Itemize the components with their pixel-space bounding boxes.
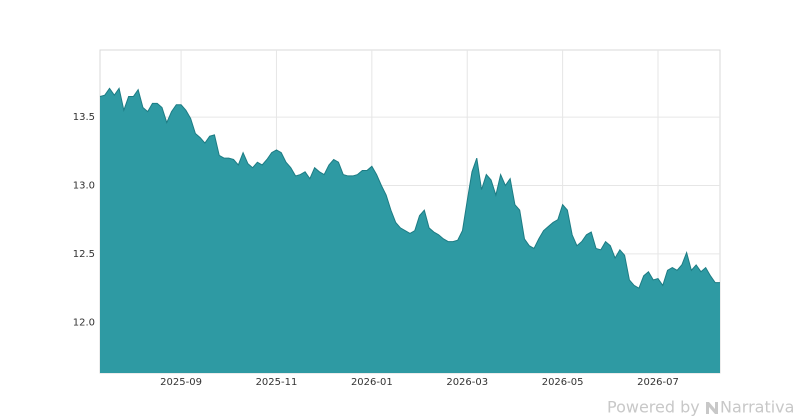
x-tick-label: 2026-05 [542,377,584,388]
y-tick-label: 13.5 [73,112,95,123]
x-tick-label: 2026-01 [351,377,393,388]
labels: 12.0 12.5 13.0 13.5 2025-09 2025-11 2026-01 202… [73,112,679,388]
marks [99,87,720,373]
watermark-prefix: Powered by [607,398,700,417]
x-tick-label: 2025-11 [256,377,298,388]
x-tick-label: 2026-07 [637,377,679,388]
watermark-logo [706,402,718,414]
y-tick-label: 12.0 [73,317,95,328]
area-line [99,87,720,289]
y-tick-label: 12.5 [73,249,95,260]
x-tick-label: 2026-03 [446,377,488,388]
area [100,88,720,373]
watermark-brand: Narrativa [720,398,794,417]
y-tick-label: 13.0 [73,180,95,191]
x-tick-label: 2025-09 [160,377,202,388]
